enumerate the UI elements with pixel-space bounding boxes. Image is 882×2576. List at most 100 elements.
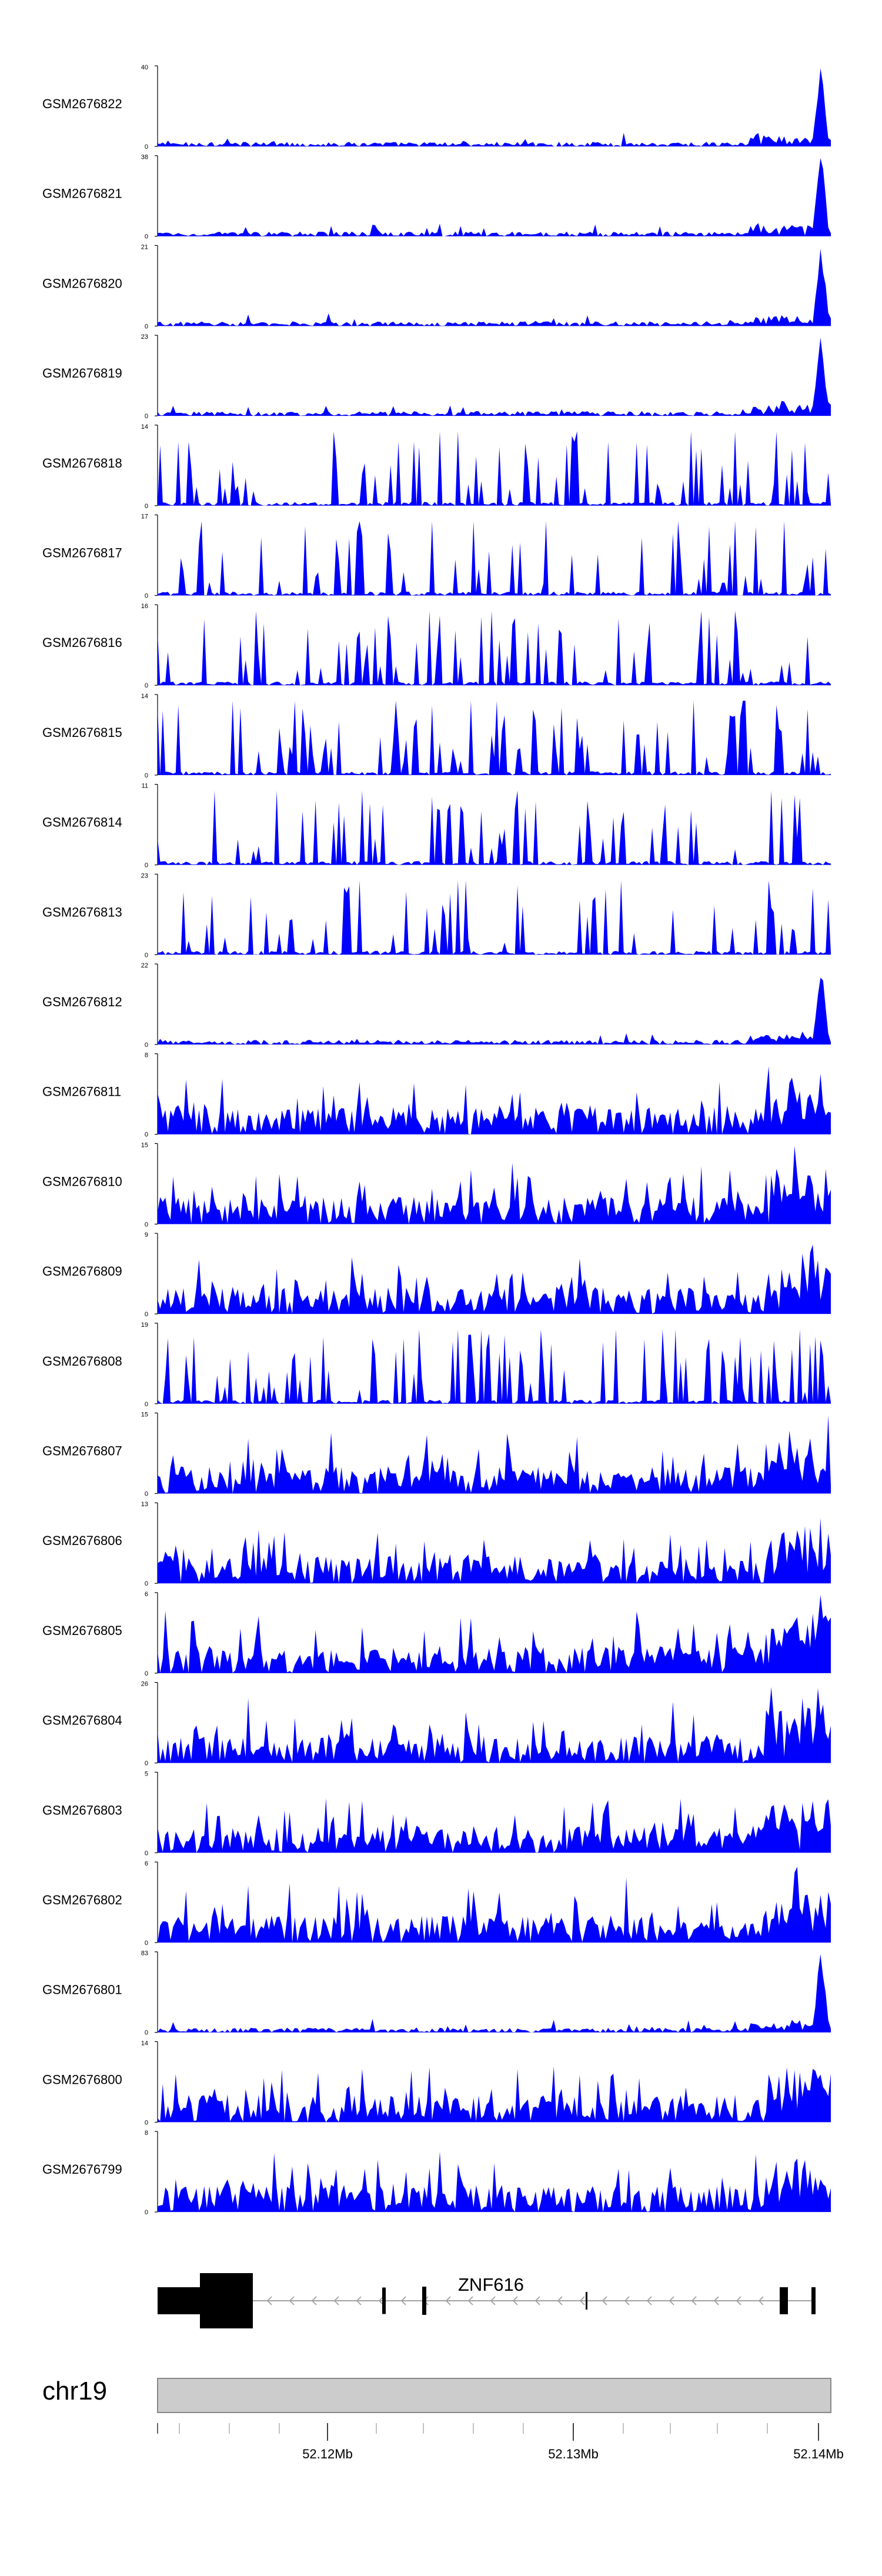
axis-tick-label: 52.13Mb bbox=[548, 2447, 599, 2461]
exon bbox=[422, 2287, 426, 2315]
y-axis-max-label: 15 bbox=[141, 1412, 148, 1419]
y-axis-min-label: 0 bbox=[145, 503, 148, 510]
track-label: GSM2676819 bbox=[42, 366, 122, 381]
strand-arrow bbox=[378, 2296, 384, 2305]
track-label: GSM2676811 bbox=[42, 1085, 121, 1099]
coverage-area bbox=[158, 1066, 831, 1134]
coverage-track: GSM2676818 14 0 bbox=[42, 423, 831, 510]
coverage-track: GSM2676814 11 0 bbox=[42, 783, 831, 869]
coverage-track: GSM2676813 23 0 bbox=[42, 872, 831, 959]
strand-arrow bbox=[579, 2296, 585, 2305]
coverage-track: GSM2676802 6 0 bbox=[42, 1860, 831, 1947]
axis-tick-label: 52.12Mb bbox=[302, 2447, 353, 2461]
coverage-area bbox=[158, 1687, 831, 1763]
y-axis-max-label: 26 bbox=[141, 1681, 148, 1688]
y-axis-min-label: 0 bbox=[145, 1311, 148, 1318]
track-label: GSM2676816 bbox=[42, 635, 122, 650]
y-axis-max-label: 23 bbox=[141, 872, 148, 879]
coverage-area bbox=[158, 431, 831, 506]
y-axis-max-label: 38 bbox=[141, 154, 148, 161]
chromosome-band bbox=[157, 2378, 831, 2413]
coverage-track: GSM2676819 23 0 bbox=[42, 333, 831, 420]
coverage-track: GSM2676811 8 0 bbox=[42, 1052, 831, 1139]
gene-label: ZNF616 bbox=[458, 2274, 524, 2295]
y-axis-min-label: 0 bbox=[145, 593, 148, 600]
coverage-area bbox=[158, 2151, 831, 2213]
track-label: GSM2676822 bbox=[42, 96, 122, 111]
track-label: GSM2676801 bbox=[42, 1983, 122, 1997]
track-label: GSM2676802 bbox=[42, 1893, 122, 1907]
coverage-track: GSM2676810 15 0 bbox=[42, 1142, 831, 1228]
exon-coding bbox=[200, 2273, 253, 2328]
y-axis-min-label: 0 bbox=[145, 682, 148, 689]
coverage-track: GSM2676821 38 0 bbox=[42, 154, 831, 241]
exon-utr bbox=[158, 2287, 200, 2314]
y-axis-min-label: 0 bbox=[145, 1401, 148, 1408]
coverage-track: GSM2676812 22 0 bbox=[42, 962, 831, 1049]
coverage-track: GSM2676820 21 0 bbox=[42, 243, 831, 330]
coverage-track: GSM2676808 19 0 bbox=[42, 1322, 831, 1408]
coverage-area bbox=[158, 1867, 831, 1943]
strand-arrow bbox=[266, 2296, 272, 2305]
y-axis-max-label: 11 bbox=[142, 783, 148, 790]
coverage-area bbox=[158, 1244, 831, 1314]
coverage-track: GSM2676799 8 0 bbox=[42, 2130, 831, 2216]
strand-arrow bbox=[490, 2296, 496, 2305]
chromosome-ideogram: chr19 bbox=[42, 2377, 831, 2413]
y-axis-min-label: 0 bbox=[145, 2030, 148, 2037]
y-axis-min-label: 0 bbox=[145, 1221, 148, 1228]
track-label: GSM2676814 bbox=[42, 815, 122, 830]
coverage-track: GSM2676809 9 0 bbox=[42, 1232, 831, 1318]
exon bbox=[811, 2287, 816, 2314]
coverage-area bbox=[158, 248, 831, 326]
coverage-track: GSM2676817 17 0 bbox=[42, 513, 831, 600]
y-axis-min-label: 0 bbox=[145, 862, 148, 869]
track-label: GSM2676808 bbox=[42, 1354, 122, 1369]
strand-arrow bbox=[691, 2296, 697, 2305]
coverage-track: GSM2676800 14 0 bbox=[42, 2040, 831, 2126]
coverage-area bbox=[158, 610, 831, 686]
y-axis-min-label: 0 bbox=[145, 323, 148, 330]
coverage-area bbox=[158, 1329, 831, 1404]
track-label: GSM2676807 bbox=[42, 1444, 122, 1459]
coverage-area bbox=[158, 790, 831, 865]
y-axis-max-label: 8 bbox=[145, 1052, 148, 1059]
y-axis-max-label: 83 bbox=[141, 1950, 148, 1957]
strand-arrow bbox=[758, 2296, 764, 2305]
track-label: GSM2676805 bbox=[42, 1623, 122, 1638]
y-axis-max-label: 5 bbox=[145, 1770, 148, 1777]
strand-arrow bbox=[400, 2296, 406, 2305]
strand-arrow bbox=[669, 2296, 674, 2305]
coverage-area bbox=[158, 2066, 831, 2123]
coverage-track: GSM2676815 14 0 bbox=[42, 693, 831, 779]
track-label: GSM2676809 bbox=[42, 1264, 122, 1279]
track-label: GSM2676799 bbox=[42, 2162, 122, 2177]
y-axis-min-label: 0 bbox=[145, 1670, 148, 1677]
track-label: GSM2676820 bbox=[42, 276, 122, 291]
y-axis-max-label: 14 bbox=[141, 693, 148, 700]
gene-structure bbox=[158, 2273, 816, 2328]
y-axis-max-label: 15 bbox=[141, 1142, 148, 1149]
track-label: GSM2676810 bbox=[42, 1174, 122, 1189]
track-label: GSM2676815 bbox=[42, 725, 122, 740]
track-label: GSM2676813 bbox=[42, 905, 122, 919]
coverage-area bbox=[158, 158, 831, 236]
coverage-track: GSM2676803 5 0 bbox=[42, 1770, 831, 1857]
strand-arrow bbox=[445, 2296, 451, 2305]
y-axis-min-label: 0 bbox=[145, 144, 148, 151]
coverage-track: GSM2676822 40 0 bbox=[42, 64, 831, 151]
track-label: GSM2676818 bbox=[42, 456, 122, 471]
strand-arrow bbox=[713, 2296, 719, 2305]
track-label: GSM2676800 bbox=[42, 2072, 122, 2087]
strand-arrow bbox=[557, 2296, 563, 2305]
exon bbox=[780, 2287, 788, 2314]
coverage-track: GSM2676801 83 0 bbox=[42, 1950, 831, 2037]
coverage-area bbox=[158, 521, 831, 596]
strand-arrow bbox=[289, 2296, 295, 2305]
axis-tick-label: 52.14Mb bbox=[793, 2447, 844, 2461]
coverage-area bbox=[158, 1798, 831, 1853]
coverage-track: GSM2676804 26 0 bbox=[42, 1681, 831, 1767]
y-axis-min-label: 0 bbox=[145, 1491, 148, 1498]
y-axis-min-label: 0 bbox=[145, 952, 148, 959]
y-axis-max-label: 40 bbox=[141, 64, 148, 71]
